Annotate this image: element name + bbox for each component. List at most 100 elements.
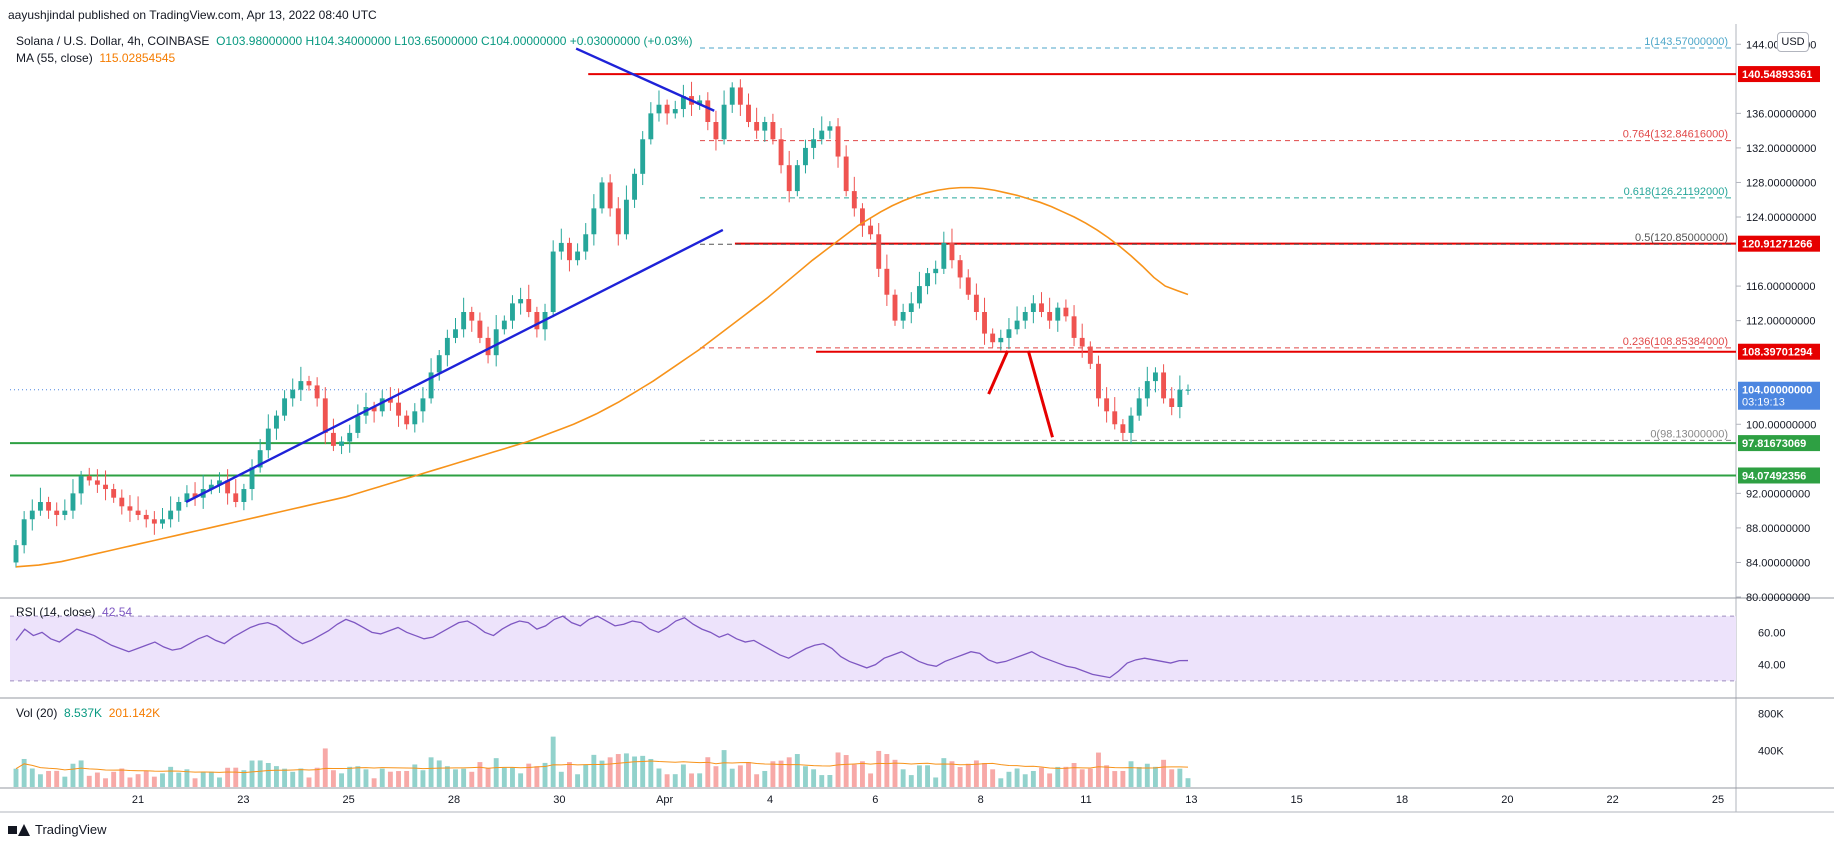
volume-bar [13, 768, 19, 787]
volume-bar [21, 758, 27, 787]
volume-bar [615, 754, 621, 787]
candle-body [615, 208, 621, 235]
volume-bar [1161, 759, 1167, 787]
volume-bar [176, 772, 182, 787]
volume-bar [347, 766, 353, 787]
volume-bar [265, 763, 271, 787]
volume-bar [225, 767, 231, 787]
candle-body [78, 476, 84, 494]
fib-level-label: 0(98.13000000) [1650, 428, 1728, 440]
candle-body [330, 432, 336, 446]
volume-bar [550, 736, 556, 787]
ma-line [15, 186, 1189, 568]
candle-body [1120, 424, 1126, 433]
projection-line [987, 350, 1010, 395]
volume-bar [664, 774, 670, 787]
price-axis-tag [1738, 467, 1820, 484]
volume-bar [672, 774, 678, 787]
price-tick-label: 92.00000000 [1746, 488, 1810, 500]
candle-body [607, 182, 613, 209]
candle-body [868, 225, 874, 235]
candle-body [1136, 398, 1142, 416]
volume-bar [680, 764, 686, 787]
volume-bar [257, 760, 263, 787]
volume-bar [151, 776, 157, 787]
volume-bar [1079, 769, 1085, 787]
candle-body [241, 489, 247, 502]
candle-body [697, 100, 703, 105]
volume-bar [892, 759, 898, 787]
volume-bar [119, 768, 125, 787]
candle-body [884, 268, 890, 295]
volume-bar [933, 777, 939, 787]
symbol-name[interactable]: Solana / U.S. Dollar, 4h, COINBASE [16, 34, 210, 48]
candle-body [1177, 389, 1183, 407]
candle-body [103, 484, 108, 490]
volume-bar [843, 755, 849, 787]
time-tick-label: 25 [343, 794, 355, 806]
volume-bar [957, 767, 963, 787]
volume-bar [941, 758, 947, 787]
candle-body [306, 381, 312, 386]
volume-bar [1055, 766, 1061, 787]
volume-legend[interactable]: Vol (20) 8.537K 201.142K [16, 706, 160, 720]
currency-badge[interactable]: USD [1777, 32, 1809, 52]
volume-bar [485, 767, 491, 787]
volume-bar [86, 775, 92, 787]
volume-bar [860, 761, 865, 787]
candle-body [54, 510, 60, 515]
candle-body [29, 510, 35, 520]
volume-bar [233, 767, 239, 787]
candle-body [339, 441, 344, 446]
projection-line [1026, 350, 1054, 438]
ma-legend[interactable]: MA (55, close) 115.02854545 [16, 51, 175, 65]
volume-bar [510, 767, 515, 787]
volume-bar [46, 770, 51, 787]
volume-bar [428, 757, 434, 787]
candle-body [1047, 312, 1053, 321]
volume-bar [363, 769, 369, 787]
volume-bar [819, 775, 825, 787]
candle-body [648, 113, 654, 140]
candle-body [168, 510, 174, 520]
price-axis-tag-text: 140.54893361 [1742, 69, 1812, 81]
candle-body [1022, 312, 1028, 321]
volume-bar [371, 778, 377, 787]
ma-label: MA (55, close) [16, 51, 93, 65]
price-axis-tag-text: 108.39701294 [1742, 347, 1813, 359]
candle-body [217, 480, 222, 485]
candle-body [249, 467, 255, 490]
volume-bar [208, 771, 214, 787]
price-tick-label: 88.00000000 [1746, 523, 1810, 535]
fib-level-label: 0.5(120.85000000) [1635, 232, 1728, 244]
candle-body [477, 320, 483, 338]
volume-bar [78, 760, 84, 787]
candle-body [127, 506, 133, 511]
volume-ma-line [15, 760, 1189, 774]
candle-body [208, 484, 214, 490]
volume-bar [1087, 768, 1093, 787]
volume-bar [1120, 770, 1126, 787]
volume-bar [754, 774, 760, 787]
candle-body [86, 476, 92, 481]
candle-body [290, 389, 296, 399]
price-tick-label: 124.00000000 [1746, 212, 1816, 224]
volume-bar [794, 754, 800, 787]
volume-bar [599, 760, 605, 787]
candle-body [900, 312, 906, 321]
volume-bar [355, 766, 361, 787]
volume-bar [632, 756, 637, 787]
volume-bar [444, 766, 450, 787]
rsi-legend[interactable]: RSI (14, close) 42.54 [16, 605, 132, 619]
volume-bar [851, 764, 857, 787]
rsi-line [15, 615, 1189, 679]
price-axis-tag-text: 120.91271266 [1742, 239, 1812, 251]
candle-body [933, 268, 939, 274]
candle-body [37, 502, 43, 511]
volume-bar [973, 760, 979, 787]
tradingview-footer[interactable]: TradingView [8, 822, 107, 837]
volume-bar [1006, 771, 1012, 787]
volume-bar [143, 770, 149, 787]
volume-bar [322, 748, 328, 787]
